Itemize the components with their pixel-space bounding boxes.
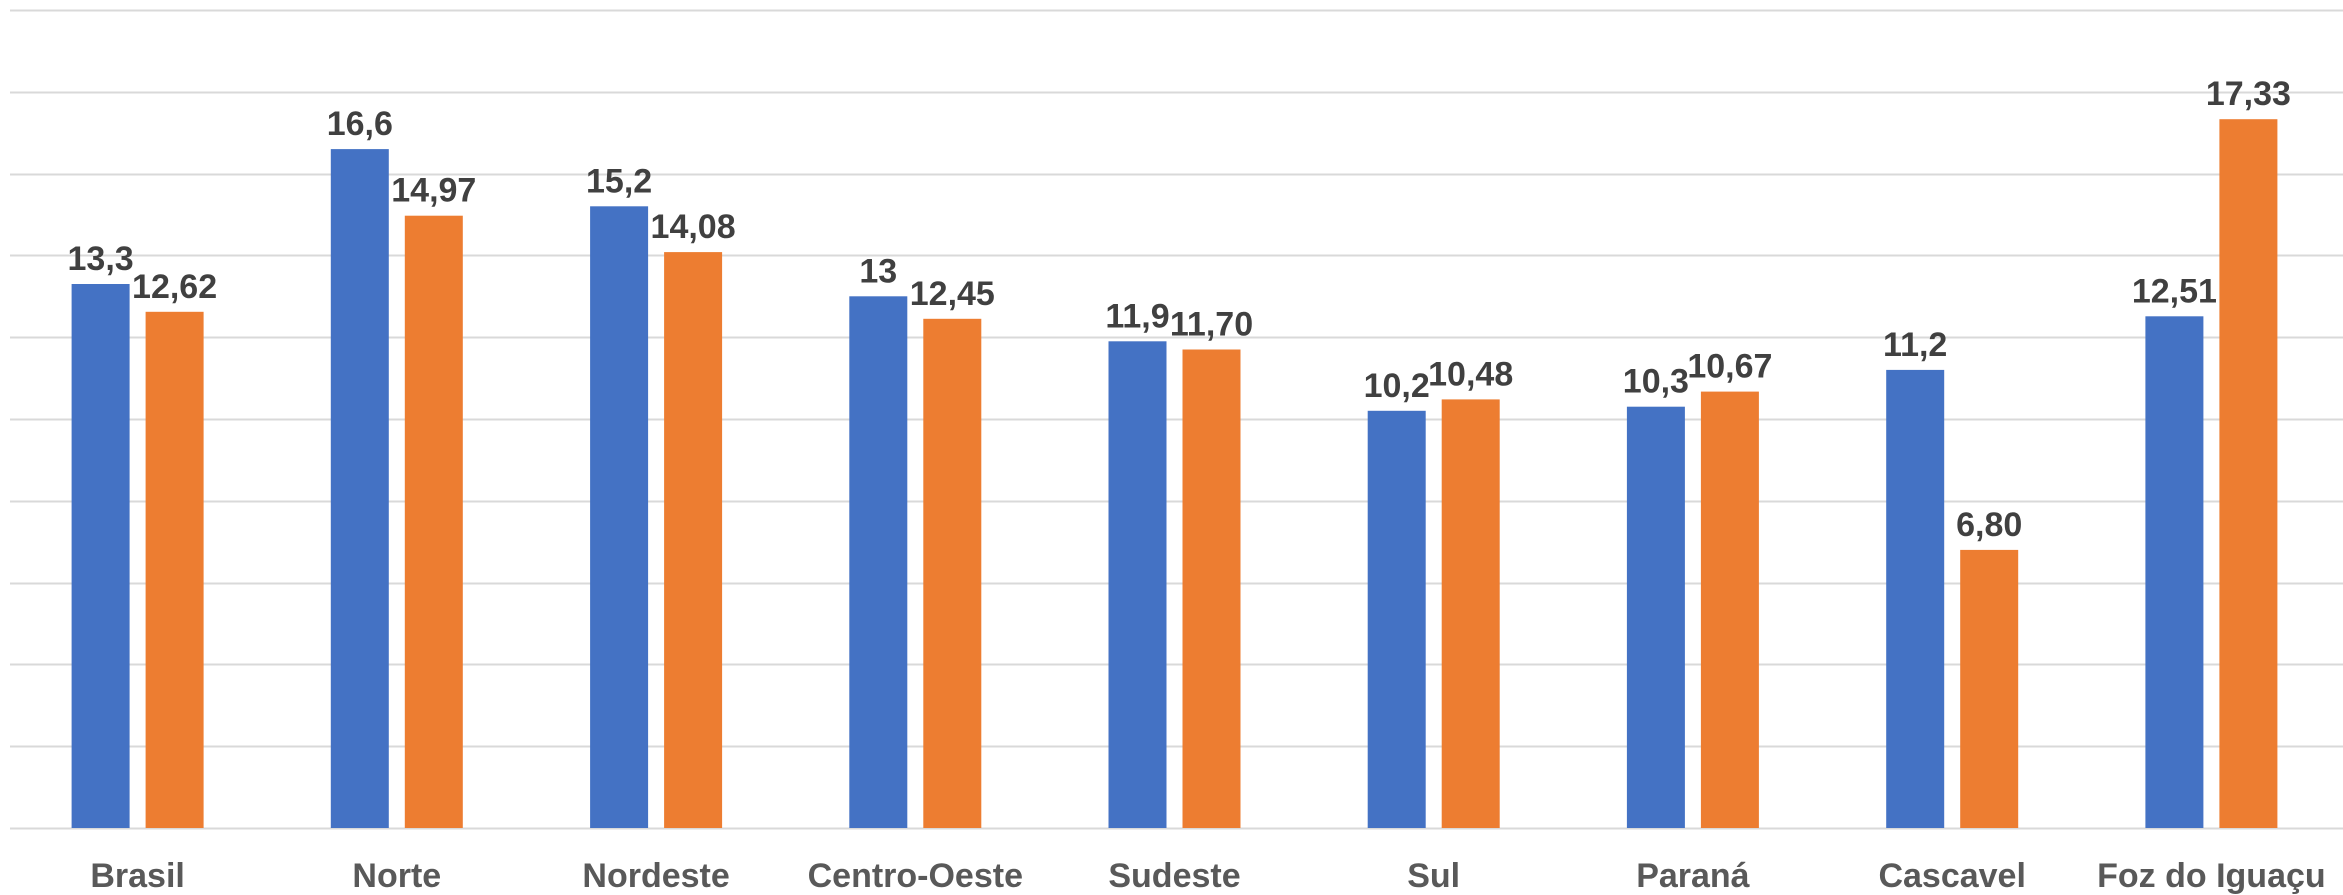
category-label: Paraná <box>1636 857 1749 895</box>
category-label: Sul <box>1407 857 1460 895</box>
data-label: 13 <box>859 252 897 290</box>
bar-orange-paran- <box>1700 391 1759 828</box>
category-labels: Brasil Norte Nordeste Centro-Oeste Sudeste Su… <box>90 857 2325 895</box>
data-label: 11,9 <box>1105 297 1169 335</box>
bars <box>71 119 2278 829</box>
bar-blue-norte <box>330 149 389 829</box>
bar-orange-centro-oeste <box>923 318 982 828</box>
bar-orange-sul <box>1441 399 1500 828</box>
bar-orange-foz-do-igua-u <box>2219 119 2278 828</box>
data-label: 10,3 <box>1623 363 1689 401</box>
bar-orange-nordeste <box>664 252 723 829</box>
category-label: Norte <box>352 857 441 895</box>
data-label: 12,45 <box>910 275 995 313</box>
data-label: 15,2 <box>586 162 652 200</box>
data-label: 11,2 <box>1883 326 1947 364</box>
data-label: 12,62 <box>132 268 217 306</box>
bar-orange-norte <box>404 215 463 828</box>
gridlines <box>10 9 2343 830</box>
category-label: Nordeste <box>582 857 729 895</box>
bar-blue-paran- <box>1626 406 1685 828</box>
data-label: 16,6 <box>327 105 393 143</box>
category-label: Foz do Iguaçu <box>2097 857 2326 895</box>
bar-blue-nordeste <box>590 206 649 829</box>
category-label: Brasil <box>90 857 185 895</box>
data-label: 17,33 <box>2206 75 2291 113</box>
data-label: 14,97 <box>391 172 476 210</box>
bar-blue-foz-do-igua-u <box>2145 316 2204 828</box>
bar-orange-sudeste <box>1182 349 1241 828</box>
bar-orange-cascavel <box>1960 549 2019 828</box>
data-label: 10,67 <box>1687 348 1772 386</box>
data-label: 10,2 <box>1364 367 1430 405</box>
data-label: 13,3 <box>68 240 134 278</box>
data-label: 14,08 <box>651 208 736 246</box>
category-label: Centro-Oeste <box>808 857 1023 895</box>
bar-orange-brasil <box>145 311 204 828</box>
data-label: 10,48 <box>1428 355 1513 393</box>
data-label: 12,51 <box>2132 272 2217 310</box>
bar-blue-centro-oeste <box>849 296 908 828</box>
bar-blue-brasil <box>71 284 130 828</box>
bar-blue-sul <box>1367 410 1426 828</box>
category-label: Cascavel <box>1878 857 2025 895</box>
data-label: 11,70 <box>1170 306 1253 344</box>
data-label: 6,80 <box>1956 506 2022 544</box>
bar-blue-cascavel <box>1886 369 1945 828</box>
bar-blue-sudeste <box>1108 341 1167 828</box>
category-label: Sudeste <box>1108 857 1240 895</box>
